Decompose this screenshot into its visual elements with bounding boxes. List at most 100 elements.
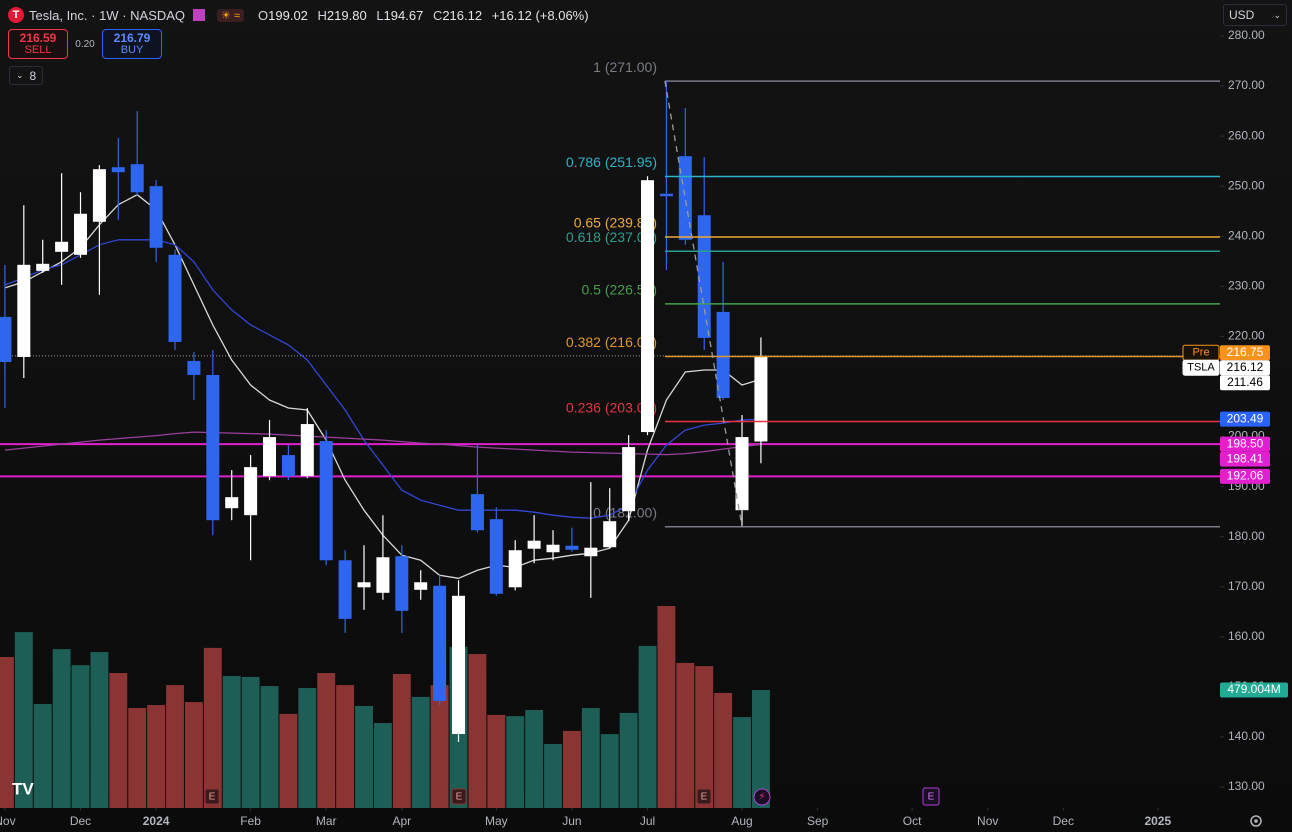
ohlc-value: 199.02 [268, 7, 308, 23]
tesla-logo: T [8, 7, 24, 23]
ohlc-value: 216.12 [442, 7, 483, 23]
volume-bar [90, 652, 109, 808]
candle-body [338, 560, 352, 619]
sell-label: SELL [24, 44, 52, 56]
price-tag-name-box [1182, 359, 1220, 376]
volume-bar [525, 709, 544, 808]
candle-body [168, 254, 182, 342]
price-tag [1220, 375, 1270, 391]
candle-body [697, 215, 711, 338]
volume-bar [733, 717, 751, 808]
sell-price: 216.59 [19, 31, 57, 45]
x-tick-label: Nov [977, 814, 998, 828]
volume-bar [392, 673, 411, 808]
x-tick-label: Dec [70, 814, 91, 828]
price-tag-label: 198.41 [1227, 451, 1264, 465]
sell-button[interactable]: 216.59 SELL [8, 29, 68, 59]
candle-body [263, 437, 277, 477]
price-tag [1220, 411, 1270, 427]
volume-bar [638, 645, 657, 808]
candle-body [489, 519, 503, 594]
price-tag [1220, 436, 1270, 452]
volume-bar [109, 673, 128, 808]
price-tag-label: 211.46 [1227, 375, 1263, 389]
price-tag-label: 216.75 [1227, 345, 1264, 359]
y-tick-label: 170.00 [1228, 579, 1265, 593]
candle-body [111, 167, 125, 173]
volume-bar [0, 656, 14, 808]
candle-body [433, 585, 447, 701]
x-tick-label: Jun [562, 814, 581, 828]
axes: 130.00140.00150.00160.00170.00180.00190.… [0, 28, 1288, 828]
y-tick-label: 230.00 [1228, 279, 1265, 293]
x-tick-label: Mar [316, 814, 337, 828]
candle-body [92, 169, 106, 222]
fib-label: 0.65 (239.85) [574, 215, 657, 231]
x-tick-label: Feb [240, 814, 261, 828]
y-tick-label: 140.00 [1228, 729, 1265, 743]
trade-panel: 216.59 SELL 0.20 216.79 BUY [8, 29, 162, 59]
settings-icon[interactable] [1250, 815, 1262, 827]
candle-body [281, 455, 295, 477]
currency-select[interactable]: USD ⌄ [1223, 4, 1287, 26]
price-tag-label: 198.50 [1227, 436, 1264, 450]
volume-bar [33, 704, 52, 808]
currency: USD [1229, 8, 1255, 22]
y-tick-label: 240.00 [1228, 228, 1265, 242]
x-tick-label: May [485, 814, 508, 828]
spread: 0.20 [75, 38, 95, 50]
volume-bar [411, 696, 430, 808]
candle-body [225, 497, 239, 509]
fib-trend [664, 80, 743, 527]
flag-icon[interactable] [193, 9, 206, 21]
volume-bar [751, 690, 770, 808]
svg-text:E: E [209, 792, 216, 803]
session-icons[interactable]: ☀ ≈ [217, 8, 245, 22]
fib-label: 0.382 (216.00) [566, 334, 657, 350]
symbol-title[interactable]: Tesla, Inc. · 1W · NASDAQ [29, 7, 186, 23]
volume-bar [71, 665, 90, 808]
buy-button[interactable]: 216.79 BUY [102, 29, 162, 59]
volume-tag-label: 479.004M [1227, 682, 1280, 696]
fib-label: 0.618 (237.00) [566, 229, 657, 245]
ohlc-key: L [376, 7, 384, 23]
candle-body [452, 595, 466, 734]
volume-bar [487, 714, 506, 808]
x-tick-label: Apr [392, 814, 411, 828]
price-tag [1220, 345, 1270, 361]
price-tag-label: 192.06 [1227, 468, 1264, 482]
candle-body [187, 360, 201, 375]
x-tick-label: Oct [903, 814, 922, 828]
volume-bar [714, 692, 733, 808]
volume-bar [166, 685, 184, 808]
x-tick-label: Nov [0, 814, 16, 828]
volume-bar [657, 606, 676, 808]
svg-text:⚡: ⚡ [758, 792, 765, 803]
candle-body [716, 311, 730, 399]
candle-body [508, 550, 522, 588]
volume-bar [695, 666, 714, 808]
price-tag-label: 203.49 [1227, 411, 1264, 425]
svg-text:E: E [928, 792, 935, 803]
candle-body [357, 582, 371, 588]
svg-text:TV: TV [12, 779, 34, 798]
fib-label: 0.5 (226.50) [582, 282, 658, 298]
candle-body [244, 467, 258, 516]
earnings-marker[interactable]: E E E E ⚡ [204, 787, 940, 806]
buy-label: BUY [120, 44, 144, 56]
indicators-toggle[interactable]: ⌄ 8 [9, 66, 44, 85]
svg-text:E: E [456, 792, 463, 803]
indicators-count: 8 [29, 68, 37, 83]
x-tick-label: Jul [640, 814, 655, 828]
fib-label: 0.236 (203.00) [566, 399, 657, 415]
ohlc-key: H [317, 7, 327, 23]
candle-body [546, 544, 560, 553]
candle-body [300, 424, 314, 477]
volume-bar [581, 707, 600, 808]
candle-body [0, 316, 12, 362]
candle-body [735, 437, 749, 511]
fib-label: 1 (271.00) [593, 59, 657, 75]
volume-bar [128, 707, 147, 808]
